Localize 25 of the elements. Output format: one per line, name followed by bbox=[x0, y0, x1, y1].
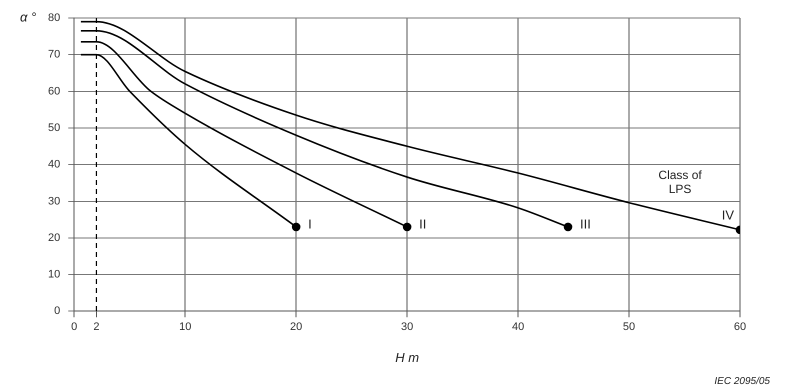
series-label: IV bbox=[722, 207, 734, 222]
x-tick-label: 60 bbox=[734, 320, 746, 333]
text: IEC 2095/05 bbox=[714, 376, 770, 387]
y-tick-label: 50 bbox=[48, 122, 60, 134]
y-tick-label: 30 bbox=[48, 195, 60, 208]
series-label: III bbox=[580, 216, 591, 232]
y-tick-label: 80 bbox=[48, 12, 60, 24]
x-tick-label: 0 bbox=[71, 320, 78, 333]
y-tick-label: 10 bbox=[48, 268, 60, 281]
y-axis-title: α ° bbox=[20, 10, 36, 25]
x-tick-label: 30 bbox=[400, 320, 414, 333]
y-tick-label: 70 bbox=[48, 48, 60, 61]
x-tick-label: 2 bbox=[93, 320, 100, 333]
x-tick-label: 50 bbox=[622, 320, 636, 333]
y-tick-label: 60 bbox=[48, 85, 60, 98]
y-tick-label: 40 bbox=[48, 158, 60, 171]
x-axis-title: H m bbox=[395, 350, 420, 365]
y-tick-label: 20 bbox=[48, 232, 60, 244]
series-label: II bbox=[419, 216, 426, 232]
annotation: Class of LPS bbox=[658, 168, 702, 196]
series-label: I bbox=[308, 216, 312, 232]
x-tick-label: 20 bbox=[290, 320, 302, 333]
y-tick-label: 0 bbox=[54, 305, 60, 318]
x-tick-label: 40 bbox=[512, 320, 524, 333]
x-tick-label: 10 bbox=[179, 320, 192, 333]
